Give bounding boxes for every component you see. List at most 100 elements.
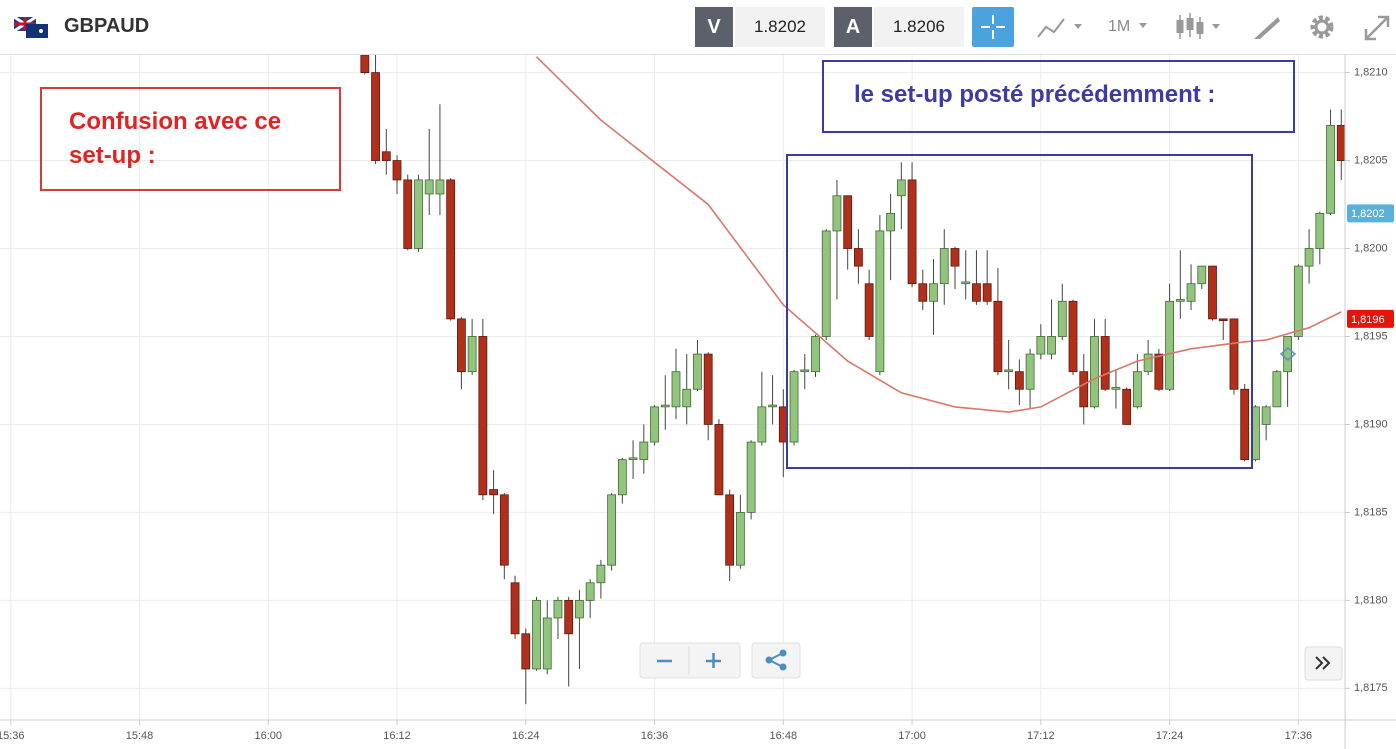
bid-button[interactable]: V bbox=[695, 7, 733, 47]
scroll-end-button[interactable] bbox=[1304, 646, 1343, 681]
candle-body bbox=[456, 318, 466, 373]
x-tick-label: 16:24 bbox=[512, 730, 540, 742]
y-tick-label: 1,8195 bbox=[1354, 330, 1388, 342]
candle-body bbox=[392, 160, 402, 181]
y-tick-label: 1,8200 bbox=[1354, 242, 1388, 254]
candle-body bbox=[939, 248, 949, 285]
drag-handle[interactable] bbox=[1279, 347, 1297, 361]
y-tick-label: 1,8205 bbox=[1354, 154, 1388, 166]
x-tick-label: 16:48 bbox=[770, 730, 798, 742]
share-bg[interactable] bbox=[751, 642, 801, 679]
y-tick-label: 1,8185 bbox=[1354, 506, 1388, 518]
chart-type-button[interactable] bbox=[1030, 7, 1100, 47]
candle-body bbox=[1175, 299, 1185, 302]
candle-body bbox=[489, 489, 498, 496]
candle-body bbox=[1186, 283, 1196, 302]
candle-body bbox=[714, 424, 724, 496]
candle-body bbox=[1165, 300, 1174, 390]
candle-body bbox=[532, 599, 541, 670]
chart-type-icon bbox=[1037, 18, 1065, 38]
zoom-controls[interactable] bbox=[639, 642, 741, 679]
x-tick-label: 16:36 bbox=[641, 730, 669, 742]
annotation-box: Confusion avec ce set-up : bbox=[40, 87, 341, 191]
dropdown-arrow bbox=[1074, 24, 1082, 29]
candle-body bbox=[1304, 248, 1314, 267]
candle-body bbox=[682, 388, 692, 408]
draw-button[interactable] bbox=[1250, 7, 1284, 47]
x-tick-label: 17:00 bbox=[898, 730, 926, 742]
candle-body bbox=[907, 179, 917, 285]
candle-body bbox=[1047, 336, 1056, 355]
plot-area bbox=[360, 55, 1345, 705]
dropdown-arrow bbox=[1212, 24, 1220, 29]
candle-body bbox=[414, 179, 423, 249]
x-tick-label: 17:24 bbox=[1156, 730, 1184, 742]
settings-button[interactable] bbox=[1305, 7, 1339, 47]
flag-star bbox=[39, 29, 43, 33]
candle-body bbox=[553, 599, 563, 619]
candle-body bbox=[1293, 265, 1303, 337]
candle-body bbox=[1004, 369, 1014, 373]
ask-button[interactable]: A bbox=[834, 7, 872, 47]
fullscreen-button[interactable] bbox=[1360, 7, 1394, 47]
flag-au bbox=[26, 24, 48, 38]
candle-body bbox=[811, 336, 820, 373]
candle-type-button[interactable] bbox=[1172, 7, 1232, 47]
candle-body bbox=[617, 459, 627, 496]
candle-body bbox=[575, 599, 584, 619]
x-tick-label: 17:36 bbox=[1285, 730, 1313, 742]
zoom-bar[interactable] bbox=[639, 642, 741, 679]
candle-body bbox=[993, 300, 1003, 373]
price-marker-label: 1,8202 bbox=[1351, 208, 1385, 220]
gear-icon bbox=[1310, 15, 1334, 39]
bid-price: 1.8202 bbox=[735, 7, 825, 47]
annotation-box: le set-up posté précédemment : bbox=[822, 60, 1295, 133]
candle-body bbox=[1315, 212, 1325, 249]
symbol: GBPAUD bbox=[64, 15, 150, 37]
candle-body bbox=[1272, 371, 1282, 408]
handle-icon[interactable] bbox=[1279, 347, 1297, 361]
candle-body bbox=[832, 195, 842, 232]
x-tick-label: 15:36 bbox=[0, 730, 24, 742]
share-button[interactable] bbox=[751, 642, 801, 679]
candle-body bbox=[886, 212, 896, 232]
candle-body bbox=[1143, 353, 1153, 373]
x-tick-label: 16:12 bbox=[383, 730, 411, 742]
candle-body bbox=[1100, 336, 1110, 390]
candle-body bbox=[360, 55, 370, 73]
candle-body bbox=[768, 404, 777, 408]
candle-body bbox=[403, 179, 413, 249]
scroll-bg[interactable] bbox=[1304, 646, 1343, 681]
candle-body bbox=[1122, 388, 1132, 425]
crosshair-button[interactable] bbox=[972, 7, 1014, 47]
draw-icon bbox=[1254, 17, 1280, 39]
candle-body bbox=[1208, 265, 1217, 320]
toolbar: GBPAUD V 1.8202 A 1.8206 1M bbox=[0, 0, 1396, 55]
candle-body bbox=[1240, 388, 1250, 461]
candle-body bbox=[1197, 265, 1207, 285]
candle-body bbox=[1336, 124, 1345, 161]
candle-body bbox=[542, 617, 552, 670]
candle-icon bbox=[1196, 22, 1204, 34]
annotation-text: le set-up posté précédemment : bbox=[854, 81, 1216, 108]
candle-body bbox=[746, 441, 756, 513]
scroll-icon bbox=[1315, 656, 1331, 670]
candle-body bbox=[628, 457, 638, 461]
candle-body bbox=[800, 369, 810, 373]
price-marker bbox=[1347, 309, 1394, 328]
candle-body bbox=[950, 248, 960, 267]
gear-icon bbox=[1314, 19, 1330, 35]
y-tick-label: 1,8175 bbox=[1354, 682, 1388, 694]
axes: 1,8175 1,8180 1,8185 1,8190 1,8195 1,8200 1,82… bbox=[0, 66, 1394, 742]
moving-average bbox=[535, 56, 1342, 413]
dropdown-arrow bbox=[1139, 23, 1147, 28]
candle-body bbox=[1068, 300, 1078, 373]
timeframe[interactable]: 1M bbox=[1108, 18, 1131, 35]
candle-body bbox=[1132, 371, 1142, 408]
candle-body bbox=[381, 151, 391, 161]
candle-body bbox=[446, 179, 456, 320]
x-tick-label: 17:12 bbox=[1027, 730, 1055, 742]
candle-icon bbox=[1186, 18, 1194, 30]
candle-body bbox=[854, 248, 863, 267]
